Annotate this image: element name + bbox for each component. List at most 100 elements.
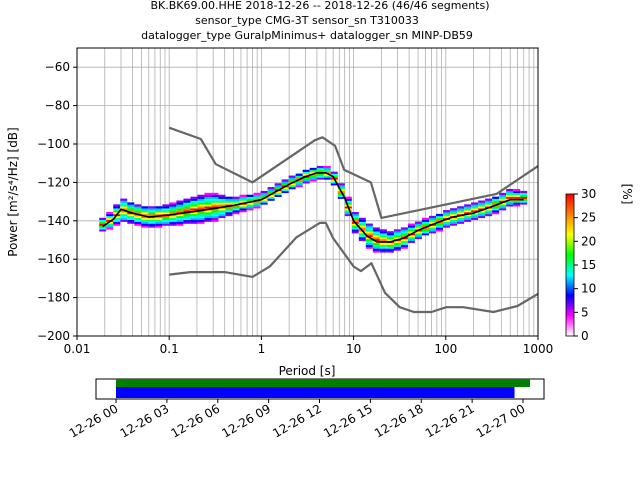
ppsd-cell (309, 175, 317, 178)
ppsd-cell (120, 215, 128, 219)
ppsd-cell (393, 235, 401, 238)
ppsd-cell (372, 233, 380, 236)
ppsd-cell (232, 196, 240, 199)
ppsd-cell (113, 221, 121, 224)
ppsd-cell (169, 223, 177, 226)
ppsd-cell (372, 248, 380, 251)
ppsd-cell (204, 219, 212, 222)
x-tick-label: 0.01 (64, 342, 91, 356)
ppsd-cell (253, 202, 261, 205)
ppsd-cell (379, 250, 387, 253)
ppsd-cell (302, 177, 310, 180)
y-tick-label: −120 (37, 175, 70, 189)
ppsd-cell (211, 200, 219, 203)
ppsd-cell (407, 229, 415, 232)
ppsd-cell (365, 233, 373, 236)
ppsd-cell (309, 171, 317, 174)
ppsd-cell (450, 221, 458, 224)
ppsd-cell (393, 236, 401, 240)
colorbar-ticks: 0 5 10 15 20 25 30 (574, 187, 596, 343)
y-tick-label: −180 (37, 291, 70, 305)
ppsd-cell (386, 250, 394, 253)
ppsd-cell (204, 210, 212, 213)
ppsd-cell (337, 187, 345, 190)
ppsd-cell (478, 202, 486, 205)
ppsd-cell (372, 242, 380, 245)
ppsd-cell (197, 217, 205, 220)
ppsd-cell (323, 175, 331, 178)
ppsd-cell (127, 213, 135, 217)
ppsd-cell (295, 179, 303, 182)
ppsd-cell (358, 225, 366, 228)
coverage-bar-blue (116, 387, 515, 398)
ppsd-cell (169, 202, 177, 205)
ppsd-cell (197, 212, 205, 215)
ppsd-cell (190, 204, 198, 207)
colorbar-tick-label: 25 (581, 211, 596, 225)
ppsd-cell (183, 202, 191, 205)
ppsd-cell (169, 212, 177, 215)
ppsd-cell (471, 206, 479, 209)
ppsd-cell (330, 175, 338, 178)
ppsd-cell (169, 215, 177, 219)
ppsd-cell (379, 238, 387, 242)
ppsd-cell (302, 169, 310, 172)
ppsd-cell (274, 194, 282, 197)
ppsd-cell (428, 225, 436, 228)
ppsd-cell (513, 192, 521, 196)
ppsd-cell (386, 238, 394, 242)
ppsd-cell (176, 204, 184, 207)
ppsd-cell (120, 219, 128, 222)
ppsd-cell (421, 231, 429, 234)
ppsd-cell (120, 210, 128, 213)
ppsd-cell (176, 213, 184, 217)
ppsd-cell (155, 221, 163, 224)
ppsd-cell (218, 202, 226, 205)
ppsd-cell (225, 202, 233, 205)
ppsd-cell (436, 223, 444, 226)
ppsd-cell (176, 202, 184, 205)
ppsd-cell (443, 212, 451, 215)
ppsd-cell (141, 206, 149, 209)
ppsd-cell (302, 181, 310, 184)
ppsd-cell (520, 194, 528, 197)
ppsd-cell (499, 208, 507, 211)
ppsd-cell (253, 200, 261, 203)
ppsd-cell (485, 208, 493, 211)
x-axis-ticks: 0.01 0.1 1 10 100 1000 (64, 336, 553, 356)
ppsd-cell (513, 194, 521, 197)
ppsd-cell (169, 204, 177, 207)
ppsd-cell (379, 231, 387, 234)
ppsd-cell (407, 231, 415, 234)
ppsd-cell (443, 221, 451, 224)
ppsd-cell (428, 229, 436, 232)
ppsd-cell (190, 213, 198, 217)
ppsd-cell (134, 208, 142, 211)
ppsd-cell (330, 171, 338, 174)
ppsd-cell (457, 208, 465, 211)
ppsd-cell (239, 198, 247, 201)
ppsd-cell (309, 169, 317, 172)
ppsd-cell (239, 208, 247, 211)
ppsd-cell (337, 185, 345, 188)
ppsd-cell (204, 194, 212, 197)
ppsd-cell (183, 198, 191, 201)
ppsd-cell (414, 235, 422, 238)
ppsd-cell (379, 242, 387, 245)
ppsd-cell (274, 192, 282, 196)
ppsd-cell (127, 202, 135, 205)
ppsd-cell (344, 202, 352, 205)
ppsd-cell (113, 210, 121, 213)
ppsd-cell (211, 208, 219, 211)
ppsd-cell (372, 229, 380, 232)
ppsd-cell (372, 238, 380, 242)
ppsd-cell (239, 194, 247, 197)
ppsd-cell (428, 221, 436, 224)
ppsd-cell (204, 206, 212, 209)
ppsd-cell (218, 210, 226, 213)
ppsd-cell (218, 213, 226, 217)
ppsd-cell (386, 236, 394, 240)
ppsd-cell (506, 188, 514, 192)
ppsd-cell (485, 212, 493, 215)
ppsd-cell (162, 217, 170, 220)
